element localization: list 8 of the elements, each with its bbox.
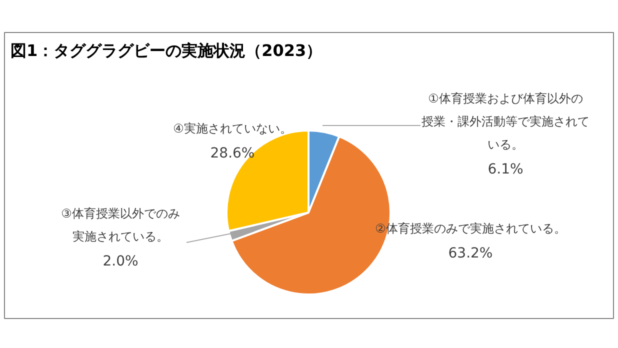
slice-label: ①体育授業および体育以外の授業・課外活動等で実施されている。 <box>422 92 590 152</box>
slice-label: ③体育授業以外でのみ実施されている。 <box>61 206 180 244</box>
slice-label: ④実施されていない。 <box>173 122 292 136</box>
data-label: 28.6% <box>210 146 255 162</box>
data-label: 6.1% <box>488 162 524 178</box>
chart-title: 図1：タググラグビーの実施状況（2023） <box>10 41 322 60</box>
data-label: 63.2% <box>448 246 493 262</box>
data-label: 2.0% <box>102 254 138 270</box>
